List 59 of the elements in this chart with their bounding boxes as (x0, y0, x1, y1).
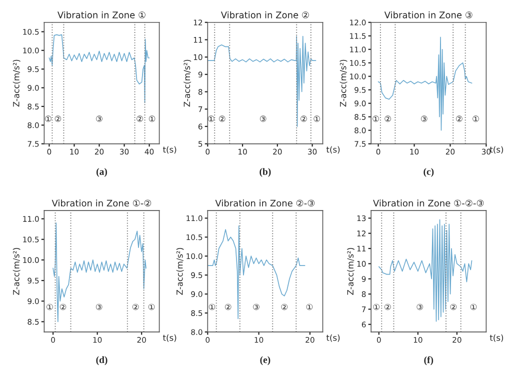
annotation: ① (208, 116, 214, 122)
annotation: ③ (260, 116, 266, 122)
annotation: ① (470, 304, 477, 310)
annotation: ③ (96, 304, 102, 310)
line-series (208, 225, 306, 320)
chart-title: Vibration in Zone ② (220, 11, 309, 18)
chart-title: Vibration in Zone ②-③ (215, 200, 315, 207)
annotation: ① (373, 304, 380, 310)
annotation: ② (136, 116, 143, 122)
annotation: ② (300, 116, 307, 122)
annotation: ① (314, 116, 320, 122)
text: (f) (424, 356, 434, 366)
text: (b) (260, 168, 271, 177)
line-series (378, 219, 472, 322)
chart-title: Vibration in Zone ① (57, 11, 146, 18)
annotation: ① (148, 116, 156, 122)
annotation: ② (384, 116, 391, 122)
line-series (378, 36, 472, 131)
annotation: ① (472, 116, 479, 122)
x-axis-title: t(s) (326, 146, 340, 154)
text: (c) (424, 168, 434, 177)
x-axis-title: t(s) (162, 334, 176, 342)
line-series (48, 34, 150, 104)
y-axis-title: Z-acc(m/s²) (340, 60, 348, 107)
annotation: ② (60, 304, 66, 310)
y-axis-title: Z-acc(m/s²) (12, 60, 20, 107)
annotation: ③ (421, 116, 428, 122)
annotation: ① (148, 304, 155, 310)
y-axis-title: Z-acc(m/s²) (347, 248, 354, 295)
annotation: ② (456, 116, 462, 122)
annotation: ② (224, 304, 232, 310)
annotation: ① (306, 304, 313, 310)
annotation: ② (384, 304, 391, 310)
x-axis-title: t(s) (490, 334, 504, 342)
annotation: ① (208, 304, 216, 310)
chart-title: Vibration in Zone ①-②-③ (373, 200, 484, 207)
annotation: ① (45, 116, 52, 122)
annotation: ③ (96, 116, 102, 122)
annotation: ③ (253, 304, 260, 310)
annotation: ② (219, 116, 226, 122)
line-series (52, 222, 146, 322)
annotation: ① (372, 116, 379, 122)
text: (e) (260, 356, 270, 366)
annotation: ② (132, 304, 139, 310)
annotation: ① (46, 304, 53, 310)
x-axis-title: t(s) (326, 334, 340, 342)
chart-title: Vibration in Zone ①-② (52, 200, 152, 207)
y-axis-title: Z-acc(m/s²) (12, 248, 20, 295)
y-axis-title: Z-acc(m/s²) (176, 248, 184, 295)
annotation: ② (54, 116, 62, 122)
annotation: ③ (416, 304, 423, 310)
annotation: ② (450, 304, 457, 310)
y-axis-title: Z-acc(m/s²) (184, 60, 192, 107)
text: (a) (96, 168, 107, 177)
chart-title: Vibration in Zone ③ (384, 11, 472, 18)
x-axis-title: t(s) (490, 146, 504, 154)
x-axis-title: t(s) (162, 146, 176, 154)
text: (d) (96, 356, 108, 366)
annotation: ② (281, 304, 288, 310)
